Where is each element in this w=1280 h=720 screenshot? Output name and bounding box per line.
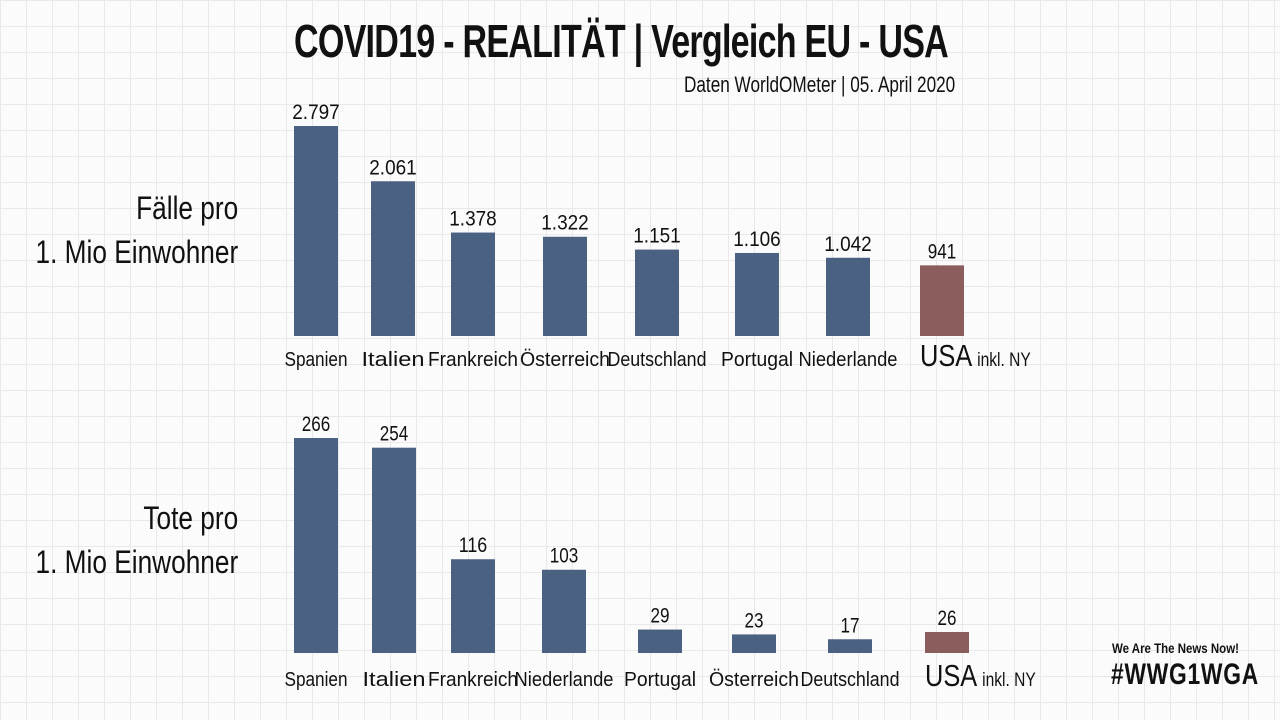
deaths-category-label-frankreich: Frankreich	[428, 669, 518, 691]
brand-tagline: We Are The News Now!	[1112, 640, 1239, 656]
deaths-bar-oesterreich	[732, 634, 776, 653]
cases-value-label-spanien: 2.797	[292, 101, 340, 124]
deaths-bar-usa	[925, 631, 969, 653]
deaths-category-label-deutschland: Deutschland	[801, 669, 900, 691]
cases-side-label-line1: Fälle pro	[135, 190, 238, 226]
cases-value-label-italien: 2.061	[369, 156, 417, 179]
deaths-bar-spanien	[294, 438, 338, 653]
deaths-value-label-deutschland: 17	[841, 614, 860, 637]
deaths-bar-italien	[372, 447, 416, 653]
cases-category-label-niederlande: Niederlande	[799, 349, 898, 371]
deaths-value-label-spanien: 266	[302, 413, 331, 436]
deaths-value-label-italien: 254	[380, 423, 409, 446]
deaths-value-label-oesterreich: 23	[745, 609, 764, 632]
cases-category-label-portugal: Portugal	[721, 349, 793, 371]
cases-bar-portugal	[735, 252, 779, 336]
deaths-value-label-niederlande: 103	[550, 545, 579, 568]
cases-bar-usa	[920, 265, 964, 336]
deaths-value-label-usa: 26	[938, 607, 957, 630]
cases-side-label-line2: 1. Mio Einwohner	[35, 234, 238, 270]
cases-category-label-frankreich: Frankreich	[428, 349, 518, 371]
deaths-bar-niederlande	[542, 569, 586, 653]
cases-bar-deutschland	[635, 249, 679, 336]
cases-category-label-deutschland: Deutschland	[608, 349, 707, 371]
cases-value-label-portugal: 1.106	[733, 228, 781, 251]
cases-bar-niederlande	[826, 257, 870, 336]
deaths-category-label-spanien: Spanien	[285, 669, 348, 691]
cases-side-label: Fälle pro 1. Mio Einwohner	[35, 186, 238, 274]
cases-value-label-usa: 941	[928, 240, 957, 263]
cases-bar-spanien	[294, 126, 338, 336]
deaths-bar-frankreich	[451, 559, 495, 653]
deaths-category-label-italien: Italien	[363, 669, 426, 691]
cases-bar-italien	[371, 181, 415, 336]
page-subtitle: Daten WorldOMeter | 05. April 2020	[684, 72, 956, 97]
cases-category-label-spanien: Spanien	[285, 349, 348, 371]
deaths-bar-deutschland	[828, 639, 872, 653]
cases-category-label-usa: USA inkl. NY	[920, 339, 1031, 374]
page-title: COVID19 - REALITÄT | Vergleich EU - USA	[294, 15, 949, 67]
deaths-value-label-portugal: 29	[651, 605, 670, 628]
deaths-side-label: Tote pro 1. Mio Einwohner	[35, 496, 238, 584]
cases-value-label-deutschland: 1.151	[633, 225, 681, 248]
cases-value-label-niederlande: 1.042	[824, 233, 872, 256]
deaths-value-label-frankreich: 116	[459, 534, 488, 557]
deaths-side-label-line1: Tote pro	[143, 500, 238, 536]
cases-value-label-oesterreich: 1.322	[541, 212, 589, 235]
deaths-category-label-niederlande: Niederlande	[515, 669, 614, 691]
deaths-category-label-portugal: Portugal	[624, 669, 696, 691]
deaths-category-label-oesterreich: Österreich	[709, 669, 799, 691]
cases-category-label-oesterreich: Österreich	[520, 349, 610, 371]
cases-category-label-italien: Italien	[362, 349, 425, 371]
cases-bar-frankreich	[451, 232, 495, 336]
brand-hashtag: #WWG1WGA	[1111, 658, 1259, 691]
deaths-bar-portugal	[638, 629, 682, 653]
deaths-side-label-line2: 1. Mio Einwohner	[35, 544, 238, 580]
deaths-category-label-usa: USA inkl. NY	[925, 659, 1036, 694]
cases-value-label-frankreich: 1.378	[449, 208, 497, 231]
cases-bar-oesterreich	[543, 236, 587, 336]
